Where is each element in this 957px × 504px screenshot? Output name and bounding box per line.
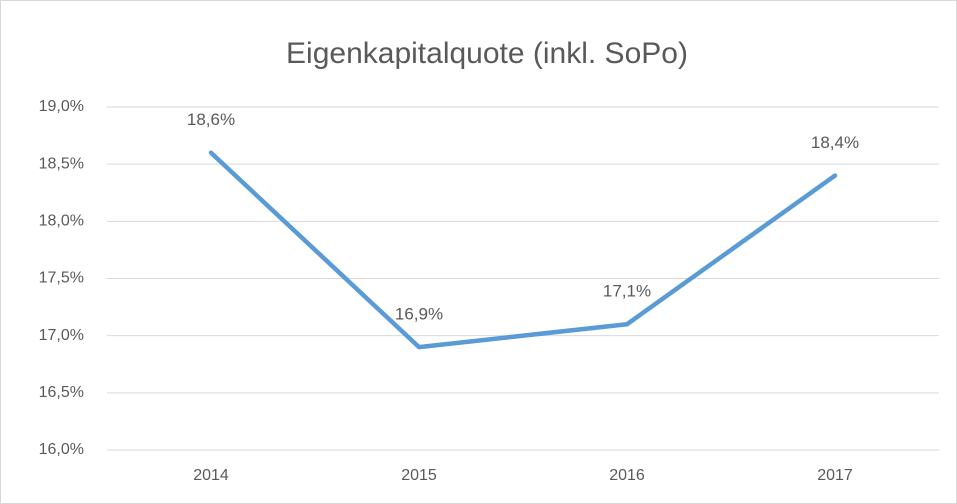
x-tick-label: 2014 [193, 467, 229, 484]
x-tick-label: 2015 [401, 467, 437, 484]
y-tick-label: 18,5% [39, 155, 84, 172]
y-tick-label: 17,0% [39, 327, 84, 344]
x-tick-label: 2016 [609, 467, 645, 484]
chart-title: Eigenkapitalquote (inkl. SoPo) [286, 37, 688, 70]
data-label: 16,9% [395, 305, 443, 324]
y-tick-label: 16,0% [39, 441, 84, 458]
data-label: 18,6% [187, 110, 235, 129]
y-tick-label: 17,5% [39, 270, 84, 287]
y-tick-label: 19,0% [39, 98, 84, 115]
x-tick-label: 2017 [817, 467, 853, 484]
y-tick-label: 18,0% [39, 213, 84, 230]
data-label: 17,1% [603, 282, 651, 301]
data-label: 18,4% [811, 133, 859, 152]
y-tick-label: 16,5% [39, 384, 84, 401]
data-line [208, 150, 838, 350]
